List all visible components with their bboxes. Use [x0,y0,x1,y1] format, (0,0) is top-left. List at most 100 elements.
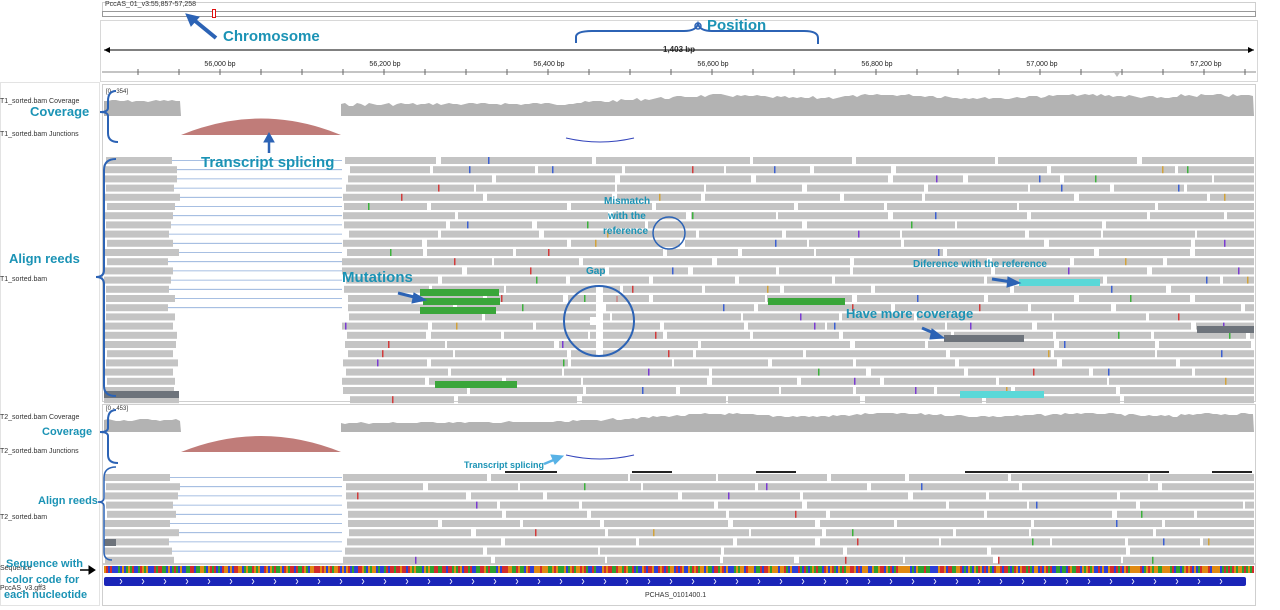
aligned-read [433,166,535,174]
aligned-read [1031,304,1111,312]
sequence-base [1176,566,1178,573]
aligned-read [107,203,175,210]
sequence-base [576,566,578,573]
sequence-base [600,566,602,573]
sequence-base [324,566,326,573]
sequence-base [540,566,542,573]
sequence-base [194,566,196,573]
sequence-base [260,566,262,573]
aligned-read [893,212,1027,220]
aligned-read [917,313,1052,321]
sequence-base [726,566,728,573]
aligned-read [1167,258,1254,266]
t1-junctions-label[interactable]: T1_sorted.bam Junctions [0,131,79,138]
chromosome-ideogram[interactable] [102,11,1256,17]
sequence-base [1216,566,1218,573]
sequence-base [1054,566,1056,573]
sequence-base [404,566,406,573]
sequence-base [148,566,150,573]
sequence-base [506,566,508,573]
sequence-base [1130,566,1132,573]
sequence-base [588,566,590,573]
t2-coverage-label[interactable]: T2_sorted.bam Coverage [0,414,80,421]
annotation-mismatch-3: reference [603,226,649,237]
sequence-base [1204,566,1206,573]
sequence-base [950,566,952,573]
sequence-base [1038,566,1040,573]
sequence-base [942,566,944,573]
t2-junctions-label[interactable]: T2_sorted.bam Junctions [0,448,79,455]
mismatch-base [979,304,981,312]
locus-text: PccAS_01_v3:55,857-57,258 [105,1,197,8]
sequence-base [280,566,282,573]
aligned-read [107,510,176,518]
gene-strand-tick [1131,578,1135,582]
aligned-read [1197,510,1254,518]
sequence-base [956,566,958,573]
aligned-read [1165,520,1254,527]
sequence-base [198,566,200,573]
aligned-read [564,368,709,376]
sequence-base [732,566,734,573]
mismatch-base [401,193,403,201]
sequence-base [374,566,376,573]
aligned-read [1056,331,1151,339]
gene-label[interactable]: PCHAS_0101400.1 [645,592,707,599]
mismatch-base [488,157,490,164]
sequence-base [1214,566,1216,573]
gene-strand-tick [669,578,673,582]
sequence-base [750,566,752,573]
sequence-base [850,566,852,573]
aligned-read [431,203,567,210]
mismatch-base [1095,175,1097,183]
aligned-read [520,483,641,491]
annotation-sequence-3: each nucleotide [4,589,88,601]
sequence-base [826,566,828,573]
sequence-base [570,566,572,573]
gene-strand-tick [559,581,563,585]
sequence-label[interactable]: Sequence [0,565,32,572]
sequence-base [1000,566,1002,573]
sequence-base [150,566,152,573]
mismatch-base [1033,368,1035,376]
aligned-read [105,387,174,394]
sequence-base [386,566,388,573]
aligned-read [458,212,608,220]
sequence-base [678,566,680,573]
gff-label[interactable]: PccAS_v3.gff3 [0,585,46,592]
sequence-base [1088,566,1090,573]
sequence-base [468,566,470,573]
mismatch-base [1039,175,1041,183]
gene-strand-tick [581,581,585,585]
aligned-read [809,239,901,247]
sequence-base [298,566,300,573]
aligned-read [897,520,1031,527]
sequence-base [1094,566,1096,573]
mismatch-base [1208,538,1210,546]
mismatch-base [1125,258,1127,266]
aligned-read [451,368,562,376]
gene-strand-tick [185,581,189,585]
mismatch-base [1229,331,1231,339]
t2-small-junction [565,454,635,460]
t2-bam-label[interactable]: T2_sorted.bam [0,514,48,521]
aligned-read [104,368,173,376]
sequence-base [776,566,778,573]
sequence-base [874,566,876,573]
mismatch-base [1108,368,1110,376]
mismatch-base [388,341,390,348]
sequence-base [704,566,706,573]
aligned-read [467,267,605,275]
mismatch-base [834,322,836,330]
aligned-read [1203,538,1254,546]
t1-bam-label[interactable]: T1_sorted.bam [0,276,48,283]
aligned-read [106,221,171,229]
gene-strand-tick [955,581,959,585]
sequence-base [972,566,974,573]
sequence-base [1172,566,1174,573]
sequence-base [762,566,764,573]
sequence-base [1190,566,1192,573]
t1-coverage-label[interactable]: T1_sorted.bam Coverage [0,98,80,105]
sequence-base [752,566,754,573]
sequence-base [472,566,474,573]
